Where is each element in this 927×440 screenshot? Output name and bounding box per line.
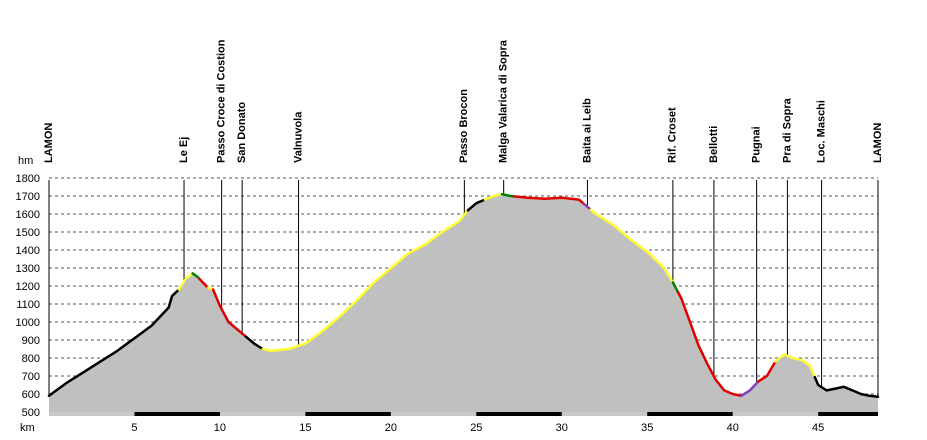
x-tick-label-40: 40 bbox=[727, 422, 739, 434]
profile-segment-13 bbox=[589, 208, 675, 284]
profile-line bbox=[47, 192, 880, 398]
waypoint-label-8: Rif. Croset bbox=[667, 107, 679, 163]
y-tick-label-1300: 1300 bbox=[16, 263, 40, 275]
profile-segment-5 bbox=[211, 288, 247, 338]
profile-segment-14 bbox=[671, 281, 680, 294]
profile-segment-1 bbox=[177, 272, 194, 291]
y-tick-label-1200: 1200 bbox=[16, 281, 40, 293]
x-axis-bar bbox=[49, 412, 878, 416]
profile-segment-17 bbox=[757, 360, 777, 383]
waypoint-label-3: San Donato bbox=[236, 102, 248, 163]
waypoint-markers: LAMON Le Ej Passo Croce di Costion San Dona… bbox=[43, 39, 884, 397]
waypoint-label-0: LAMON bbox=[43, 123, 55, 163]
x-axis-block-25 bbox=[476, 412, 562, 416]
waypoint-label-11: Pra di Sopra bbox=[781, 97, 793, 163]
x-tick-label-35: 35 bbox=[641, 422, 653, 434]
profile-segment-8 bbox=[466, 198, 487, 212]
waypoint-label-9: Bellotti bbox=[708, 126, 720, 163]
y-tick-label-900: 900 bbox=[22, 335, 40, 347]
x-tick-label-10: 10 bbox=[214, 422, 226, 434]
y-tick-label-1700: 1700 bbox=[16, 191, 40, 203]
profile-segment-18 bbox=[774, 353, 817, 379]
profile-segment-16 bbox=[740, 380, 760, 398]
waypoint-label-13: LAMON bbox=[872, 123, 884, 163]
y-tick-label-1000: 1000 bbox=[16, 317, 40, 329]
waypoint-label-5: Passo Brocon bbox=[458, 89, 470, 163]
profile-segment-11 bbox=[512, 195, 586, 206]
y-tick-label-1400: 1400 bbox=[16, 245, 40, 257]
x-axis-block-45 bbox=[818, 412, 878, 416]
y-tick-label-1100: 1100 bbox=[16, 299, 40, 311]
x-tick-label-25: 25 bbox=[470, 422, 482, 434]
y-axis: 500 600 700 800 900 1000 1100 1200 1300 1400 1500 1… bbox=[16, 173, 40, 419]
waypoint-label-12: Loc. Maschi bbox=[815, 100, 827, 163]
y-tick-label-800: 800 bbox=[22, 353, 40, 365]
waypoint-label-4: Valnuvola bbox=[292, 111, 304, 163]
y-tick-label-1500: 1500 bbox=[16, 227, 40, 239]
waypoint-label-6: Malga Valarica di Sopra bbox=[498, 39, 510, 163]
profile-segment-7 bbox=[261, 209, 470, 353]
profile-segment-0 bbox=[47, 288, 181, 398]
waypoint-label-7: Baita ai Leib bbox=[581, 98, 593, 163]
y-tick-label-500: 500 bbox=[22, 407, 40, 419]
x-axis-unit-label: km bbox=[20, 422, 35, 434]
profile-area bbox=[49, 194, 878, 412]
y-axis-unit-label: hm bbox=[18, 155, 33, 167]
y-tick-label-1600: 1600 bbox=[16, 209, 40, 221]
waypoint-label-1: Le Ej bbox=[178, 137, 190, 163]
profile-area-fill bbox=[49, 194, 878, 412]
profile-segment-19 bbox=[813, 375, 880, 398]
waypoint-label-2: Passo Croce di Costion bbox=[215, 39, 227, 163]
profile-segment-3 bbox=[198, 277, 210, 290]
y-tick-label-600: 600 bbox=[22, 389, 40, 401]
profile-segment-15 bbox=[676, 290, 743, 398]
profile-segment-12 bbox=[582, 202, 593, 211]
y-tick-label-700: 700 bbox=[22, 371, 40, 383]
waypoint-label-10: Pugnai bbox=[750, 126, 762, 163]
profile-segment-6 bbox=[244, 335, 264, 351]
x-tick-label-5: 5 bbox=[131, 422, 137, 434]
x-tick-label-20: 20 bbox=[385, 422, 397, 434]
x-axis: 5 10 15 20 25 30 35 40 45 bbox=[49, 412, 878, 434]
x-axis-block-15 bbox=[305, 412, 391, 416]
x-tick-label-15: 15 bbox=[299, 422, 311, 434]
x-axis-block-35 bbox=[647, 412, 733, 416]
x-axis-block-5 bbox=[134, 412, 220, 416]
y-tick-label-1800: 1800 bbox=[16, 173, 40, 185]
profile-segment-9 bbox=[483, 192, 504, 201]
x-tick-label-30: 30 bbox=[556, 422, 568, 434]
x-tick-label-45: 45 bbox=[812, 422, 824, 434]
